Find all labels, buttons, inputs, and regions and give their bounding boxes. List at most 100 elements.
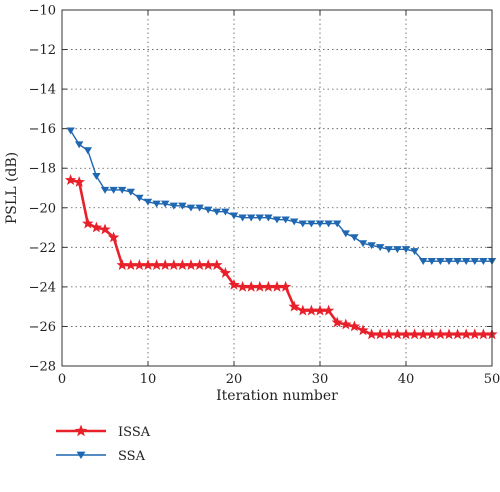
ssa-point <box>238 214 247 222</box>
ssa-point <box>470 258 479 265</box>
ssa-point <box>462 258 471 265</box>
issa-point <box>82 217 94 229</box>
ssa-point <box>247 214 256 222</box>
legend-issa-marker <box>74 424 88 437</box>
y-tick-label: −16 <box>29 122 56 137</box>
plot-frame <box>61 9 493 367</box>
ssa-point <box>161 200 170 208</box>
issa-point <box>460 328 472 340</box>
issa-point <box>434 328 447 340</box>
issa-point <box>219 267 232 278</box>
y-tick-label: −18 <box>29 162 56 177</box>
issa-point <box>408 328 421 340</box>
ssa-point <box>143 198 153 206</box>
ssa-point <box>419 258 428 265</box>
ssa-point <box>229 212 239 220</box>
issa-point <box>168 259 180 270</box>
issa-point <box>443 328 455 340</box>
ssa-point <box>66 127 75 135</box>
y-tick-label: −12 <box>29 43 56 58</box>
ssa-point <box>281 216 290 224</box>
y-tick-label: −20 <box>29 201 56 216</box>
issa-point <box>469 328 481 340</box>
issa-point <box>365 328 378 340</box>
ssa-point <box>307 220 316 228</box>
issa-point <box>451 328 464 340</box>
ssa-point <box>401 246 411 254</box>
issa-point <box>185 259 197 270</box>
y-axis-title: PSLL (dB) <box>4 152 20 224</box>
y-tick-label: −10 <box>29 4 56 19</box>
y-tick-label: −28 <box>29 360 56 375</box>
ssa-point <box>152 200 161 208</box>
y-tick-label: −14 <box>29 83 56 98</box>
ssa-point <box>126 188 135 196</box>
x-tick-label: 50 <box>484 372 500 387</box>
legend: ISSA SSA <box>56 424 151 464</box>
issa-point <box>254 280 266 292</box>
issa-point <box>305 304 318 316</box>
issa-point <box>125 259 137 270</box>
y-tick-label: −22 <box>29 241 56 256</box>
ssa-line <box>70 130 492 262</box>
ssa-point <box>118 186 127 194</box>
issa-point <box>107 231 120 243</box>
issa-point <box>383 328 395 340</box>
ssa-point <box>186 204 196 212</box>
ticks: 0 10 20 30 40 50 −28 −26 −24 −22 −20 −18 −16 −14 −12 −1… <box>29 4 500 388</box>
issa-point <box>279 280 292 292</box>
ssa-point <box>410 248 419 256</box>
ssa-point <box>333 220 342 228</box>
grid <box>62 10 492 366</box>
ssa-point <box>324 220 333 228</box>
issa-point <box>271 280 283 292</box>
issa-point <box>314 304 326 316</box>
y-tick-label: −26 <box>29 320 56 335</box>
ssa-point <box>444 258 454 265</box>
ssa-point <box>169 202 178 210</box>
ssa-point <box>479 258 488 265</box>
issa-point <box>211 259 223 270</box>
ssa-point <box>367 242 376 250</box>
issa-point <box>142 259 154 270</box>
x-tick-label: 20 <box>226 372 243 387</box>
legend-issa-label: ISSA <box>118 425 151 440</box>
issa-point <box>262 280 275 292</box>
ssa-point <box>212 208 221 216</box>
ssa-point <box>92 172 101 180</box>
ssa-point <box>109 186 118 194</box>
series-layer <box>64 127 498 340</box>
issa-point <box>193 259 206 270</box>
ssa-point <box>453 258 462 265</box>
x-tick-label: 0 <box>58 372 66 387</box>
issa-point <box>357 324 369 336</box>
ssa-point <box>264 214 273 222</box>
legend-ssa-marker <box>76 451 86 460</box>
ssa-point <box>376 244 385 252</box>
issa-point <box>417 328 429 340</box>
ssa-point <box>384 246 393 254</box>
x-tick-label: 30 <box>312 372 329 387</box>
issa-line <box>70 178 492 336</box>
issa-point <box>477 328 490 340</box>
issa-point <box>426 328 438 340</box>
ssa-point <box>290 218 299 226</box>
ssa-point <box>204 206 213 214</box>
issa-point <box>159 259 171 270</box>
legend-ssa-label: SSA <box>118 449 146 464</box>
issa-point <box>202 259 214 270</box>
x-tick-label: 40 <box>398 372 415 387</box>
issa-point <box>90 221 103 233</box>
issa-point <box>150 259 163 270</box>
issa-point <box>322 304 335 316</box>
issa-point <box>73 176 85 187</box>
ssa-point <box>393 246 402 254</box>
issa-point <box>228 278 240 290</box>
issa-point <box>348 320 361 332</box>
ssa-point <box>83 147 92 155</box>
ssa-point <box>255 214 264 222</box>
issa-point <box>374 328 386 340</box>
ssa-point <box>315 220 325 228</box>
issa-point <box>331 316 343 328</box>
